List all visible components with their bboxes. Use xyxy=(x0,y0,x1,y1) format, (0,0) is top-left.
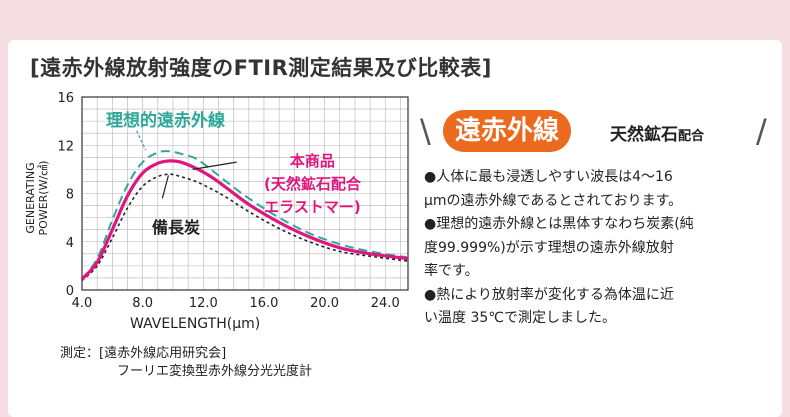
side-subtitle-small: 配合 xyxy=(678,129,705,144)
x-axis-label: WAVELENGTH(μm) xyxy=(130,316,261,332)
x-tick-label: 16.0 xyxy=(249,296,278,311)
measurement-note-line-1: 測定：[遠赤外線応用研究会] xyxy=(60,346,227,361)
product-series-line xyxy=(80,159,409,281)
description-line: ●熱により放射率が変化する為体温に近 xyxy=(424,286,674,303)
x-tick-label: 4.0 xyxy=(72,296,93,311)
y-tick-label: 4 xyxy=(66,236,74,251)
x-tick-label: 8.0 xyxy=(132,296,153,311)
x-tick-label: 20.0 xyxy=(310,296,339,311)
side-subtitle-main: 天然鉱石 xyxy=(610,125,678,145)
plot-frame xyxy=(81,96,409,291)
product-label-line-3: エラストマー) xyxy=(264,198,361,216)
ideal-series-label: 理想的遠赤外線 xyxy=(106,111,225,131)
measurement-note: 測定：[遠赤外線応用研究会] フーリエ変換型赤外線分光光度計 xyxy=(60,345,312,381)
ideal-leader-line xyxy=(136,130,147,151)
description-line: ●理想的遠赤外線とは黒体すなわち炭素(純 xyxy=(424,216,694,232)
description-line: μmの遠赤外線であるとされております。 xyxy=(424,192,683,209)
far-infrared-badge: 遠赤外線 xyxy=(443,110,572,152)
description-line: 度99.999%)が示す理想の遠赤外線放射 xyxy=(424,239,674,256)
description-line: ●人体に最も浸透しやすい波長は4～16 xyxy=(424,169,673,185)
slash-left-decoration: \ xyxy=(420,112,431,150)
x-tick-label: 12.0 xyxy=(189,296,218,311)
measurement-note-line-2: フーリエ変換型赤外線分光光度計 xyxy=(117,364,313,379)
y-tick-label: 16 xyxy=(57,91,74,106)
product-label-line-2: (天然鉱石配合 xyxy=(264,175,361,193)
product-label-line-1: 本商品 xyxy=(289,152,335,170)
y-tick-label: 8 xyxy=(66,188,74,203)
side-subtitle: 天然鉱石配合 xyxy=(610,120,704,145)
description-line: 率です。 xyxy=(424,263,479,279)
product-leader-line xyxy=(192,161,237,170)
charcoal-leader-line xyxy=(161,175,170,199)
y-axis-label: GENERATING POWER(W/㎠) xyxy=(24,161,50,236)
description-line: い温度 35℃で測定しました。 xyxy=(424,310,616,326)
slash-right-decoration: / xyxy=(756,112,767,150)
description: ●人体に最も浸透しやすい波長は4～16 μmの遠赤外線であるとされております。 … xyxy=(424,166,776,331)
ideal-series-line xyxy=(81,150,409,280)
x-tick-label: 24.0 xyxy=(371,296,400,311)
side-title: \ / xyxy=(418,112,768,154)
y-axis-label-line-2: POWER(W/㎠) xyxy=(37,160,50,236)
y-tick-label: 0 xyxy=(66,284,74,299)
page-title: [遠赤外線放射強度のFTIR測定結果及び比較表] xyxy=(30,56,492,80)
charcoal-series-label: 備長炭 xyxy=(152,218,201,237)
product-series-label: 本商品 (天然鉱石配合 エラストマー) xyxy=(264,150,361,219)
y-tick-label: 12 xyxy=(57,139,74,154)
charcoal-series-line xyxy=(81,173,409,281)
y-axis-label-line-1: GENERATING xyxy=(24,162,37,234)
